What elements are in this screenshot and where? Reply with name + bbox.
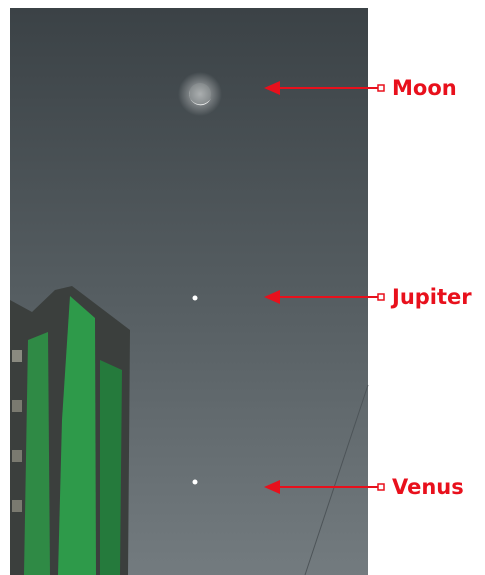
page: Moon Jupiter Venus (() => { const data =… bbox=[0, 0, 485, 575]
venus bbox=[193, 480, 198, 485]
label: Venus bbox=[392, 475, 464, 499]
building bbox=[10, 286, 130, 575]
label: Moon bbox=[392, 76, 457, 100]
annotated-photo: Moon Jupiter Venus bbox=[0, 0, 485, 575]
photo bbox=[10, 8, 368, 575]
label: Jupiter bbox=[390, 285, 472, 309]
jupiter bbox=[193, 296, 198, 301]
